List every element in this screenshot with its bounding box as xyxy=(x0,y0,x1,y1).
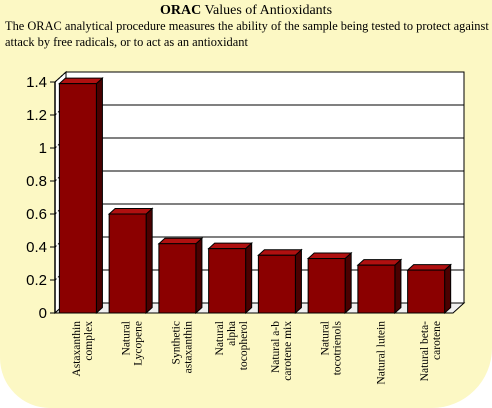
bar-side xyxy=(444,263,452,315)
y-tick-label: 0 xyxy=(39,305,47,322)
x-category-label-line: Natural beta- xyxy=(419,321,431,382)
x-category-label-line: Synthetic xyxy=(170,321,182,364)
bar-top xyxy=(406,264,452,271)
x-category-label: Natural lutein xyxy=(375,321,387,385)
bar-side xyxy=(195,237,203,315)
x-category-label-line: Astaxanthin xyxy=(71,321,83,377)
bar-top xyxy=(356,259,403,266)
bar-top xyxy=(107,208,154,215)
bar xyxy=(356,258,403,315)
x-category-label-line: Natural lutein xyxy=(375,321,387,385)
bar-side xyxy=(294,248,302,315)
title-bold: ORAC xyxy=(159,3,202,18)
bar-front xyxy=(158,243,197,314)
bars xyxy=(58,77,452,315)
bar-front xyxy=(407,269,446,314)
x-category-label: Natural beta-carotene xyxy=(419,321,443,382)
x-category-label-line: carotene xyxy=(431,321,443,360)
bar-top xyxy=(207,242,253,250)
y-tick-label: 1.2 xyxy=(26,107,47,124)
bar-top xyxy=(306,252,353,260)
x-category-label: Syntheticastaxanthin xyxy=(170,321,194,374)
x-category-label-line: tocotrienols xyxy=(332,320,344,375)
y-tick-label: 0.2 xyxy=(26,272,47,289)
bar xyxy=(207,242,253,315)
bar xyxy=(257,248,303,315)
bar xyxy=(306,251,353,315)
bar-top xyxy=(257,249,303,256)
bar-side xyxy=(95,77,103,315)
bar-top xyxy=(157,237,204,245)
y-tick-label: 0.4 xyxy=(26,239,47,256)
x-axis-labels: Astaxanthincomplex NaturalLycopene Synthet… xyxy=(71,320,443,384)
bar xyxy=(58,77,104,315)
bar-front xyxy=(58,83,97,314)
bar-side xyxy=(394,258,402,315)
x-category-label-line: Natural xyxy=(214,321,226,355)
chart-title: ORAC Values of Antioxidants xyxy=(0,3,492,19)
x-category-label: Naturaltocotrienols xyxy=(320,320,344,375)
y-tick-label: 1.4 xyxy=(26,74,47,91)
bar-top xyxy=(58,77,104,85)
gridline-side xyxy=(54,71,67,83)
bar-front xyxy=(357,264,396,314)
bar-front xyxy=(208,248,247,314)
y-axis-ticks: 0 0.2 0.4 0.6 0.8 1 1.2 1.4 xyxy=(26,74,56,322)
y-tick-label: 1 xyxy=(39,140,47,157)
x-category-label: Naturalalphatocopherol xyxy=(214,321,250,370)
x-category-label-line: Natural a-b xyxy=(270,321,282,373)
x-category-label: NaturalLycopene xyxy=(121,321,145,366)
x-category-label-line: tocopherol xyxy=(238,321,250,370)
x-category-label-line: carotene mix xyxy=(282,321,294,381)
bar-front xyxy=(108,213,147,314)
bar-side xyxy=(344,251,352,315)
y-tick-label: 0.8 xyxy=(26,173,47,190)
bar-front xyxy=(307,258,346,314)
x-category-label-line: Natural xyxy=(121,321,133,355)
x-category-label-line: astaxanthin xyxy=(182,321,194,374)
bar xyxy=(406,263,452,315)
bar-front xyxy=(257,254,296,314)
bar xyxy=(107,207,154,315)
x-category-label: Natural a-bcarotene mix xyxy=(270,321,294,381)
chart-description: The ORAC analytical procedure measures t… xyxy=(5,19,489,49)
y-tick-label: 0.6 xyxy=(26,206,47,223)
bar-side xyxy=(245,242,253,315)
x-category-label-line: alpha xyxy=(226,321,238,346)
title-rest: Values of Antioxidants xyxy=(201,3,333,18)
x-category-label-line: Natural xyxy=(320,321,332,355)
bar xyxy=(157,237,204,315)
x-category-label: Astaxanthincomplex xyxy=(71,321,95,377)
x-category-label-line: Lycopene xyxy=(133,321,145,366)
bar-side xyxy=(145,207,153,315)
x-category-label-line: complex xyxy=(83,321,95,361)
